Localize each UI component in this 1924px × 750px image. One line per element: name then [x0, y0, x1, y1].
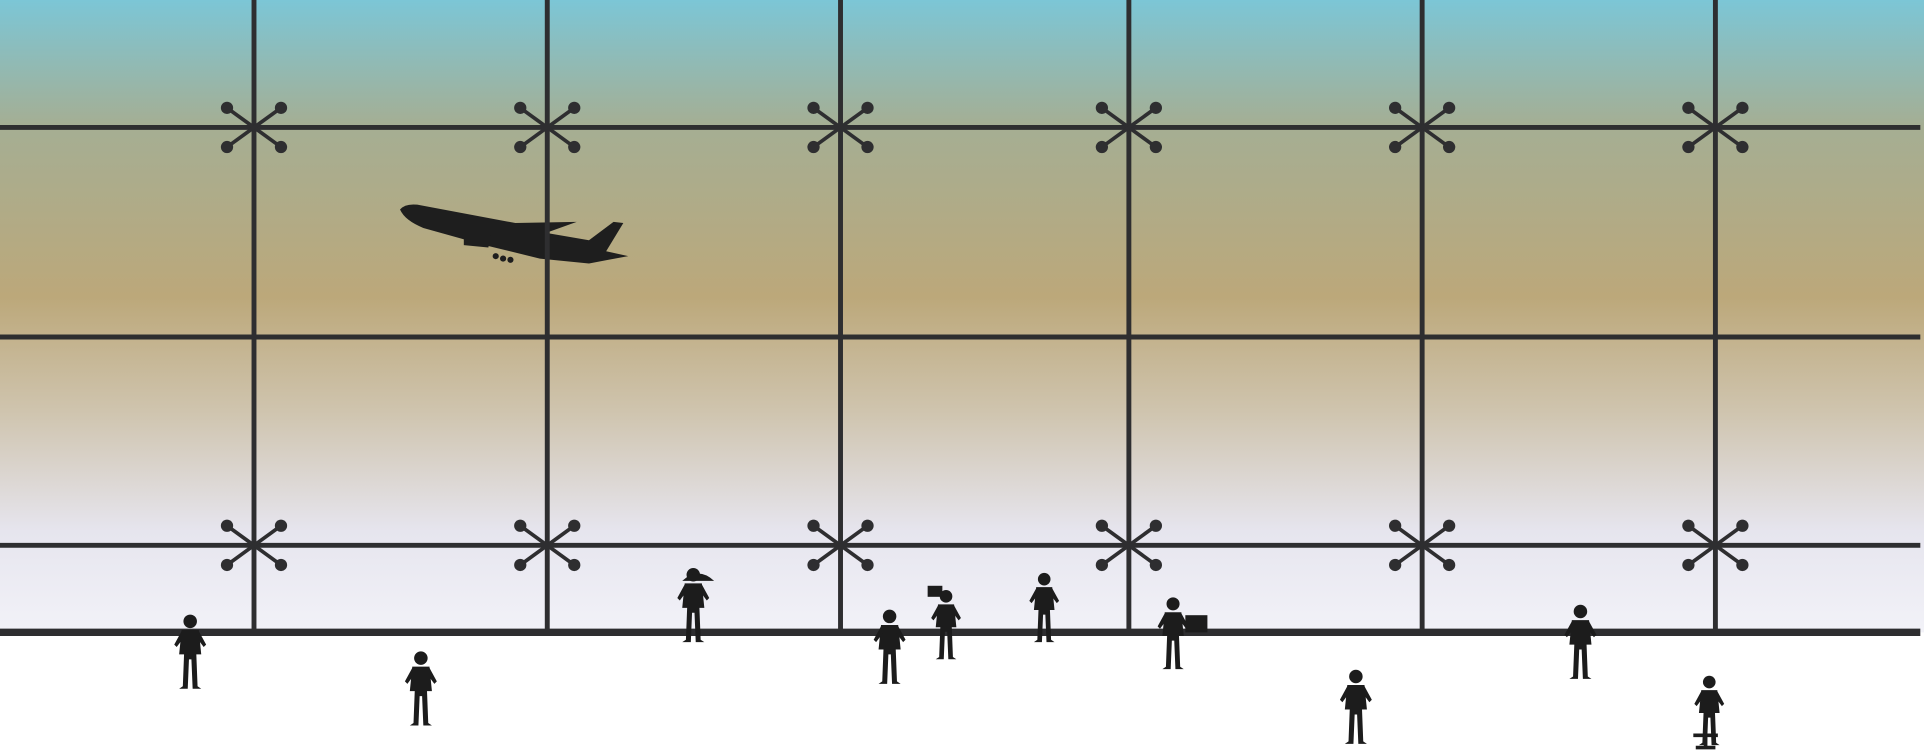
- sky-gradient: [0, 0, 1924, 633]
- office-chair: [1693, 733, 1718, 750]
- umbrella: [682, 573, 715, 581]
- window-frame: [0, 0, 1921, 637]
- plane: [400, 204, 629, 264]
- person: [404, 651, 437, 726]
- briefcase: [1185, 615, 1208, 633]
- briefcase: [927, 585, 943, 597]
- person: [1339, 669, 1372, 744]
- people: [174, 568, 1725, 750]
